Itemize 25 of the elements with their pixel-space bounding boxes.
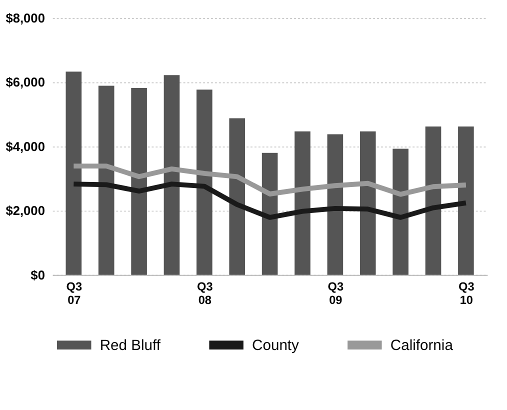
bar <box>360 131 376 275</box>
y-tick-label: $8,000 <box>6 10 45 26</box>
y-tick-label: $4,000 <box>6 138 45 154</box>
y-tick-label: $0 <box>30 267 45 282</box>
x-tick-label: Q3 10 <box>458 279 475 308</box>
bar <box>262 152 278 275</box>
bar <box>164 75 180 275</box>
bar <box>392 148 408 275</box>
x-tick-label: Q3 07 <box>66 279 82 308</box>
y-tick-label: $2,000 <box>6 203 45 218</box>
bar <box>196 90 212 275</box>
bar <box>327 134 344 275</box>
x-tick-label: Q3 08 <box>197 279 214 308</box>
legend-label: Red Bluff <box>100 338 162 354</box>
legend-label: California <box>390 338 454 354</box>
bar <box>131 88 147 275</box>
x-tick-label: Q3 09 <box>328 279 344 308</box>
bar <box>458 126 474 275</box>
bar <box>98 86 114 275</box>
bar <box>425 126 442 275</box>
bar <box>229 118 246 275</box>
legend-label: County <box>252 338 300 354</box>
bar <box>66 72 82 275</box>
bar <box>294 131 310 275</box>
y-tick-label: $6,000 <box>6 74 45 90</box>
